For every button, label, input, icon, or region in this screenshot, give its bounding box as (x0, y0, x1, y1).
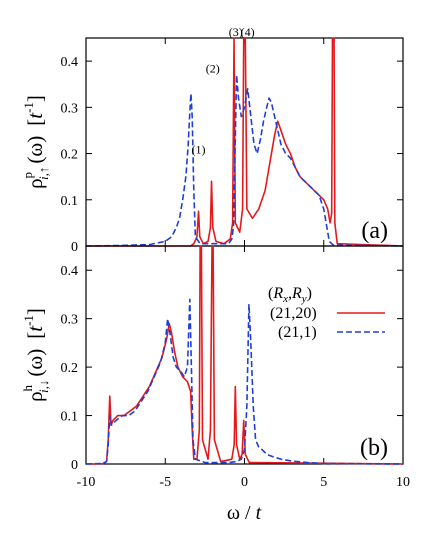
panel-b-xtick-label-2: 0 (241, 475, 248, 490)
panel-b-y-tick-labels: 0 0.1 0.2 0.3 0.4 (61, 264, 79, 473)
panel-a-ylabel-unit-t: t (23, 112, 47, 119)
panel-b-ylabel-sub: i,↓ (36, 380, 51, 393)
panel-a-ytick-label-4: 0.4 (61, 55, 79, 70)
panel-b-xtick-label-4: 10 (396, 475, 410, 490)
panel-b-series (85, 245, 404, 465)
panel-a-ytick-label-3: 0.3 (61, 101, 79, 116)
xlabel-t: t (256, 502, 262, 524)
xlabel-omega: ω (227, 502, 240, 524)
panel-a-frame (85, 37, 404, 247)
panel-a-ylabel-arg: (ω) (23, 136, 47, 164)
legend-header-x: x (282, 293, 288, 305)
legend-entry-2-label: (21,1) (278, 324, 317, 341)
legend-header-open: ( (268, 285, 273, 302)
legend-header-close: ) (307, 285, 312, 302)
legend-header-y: y (301, 293, 307, 305)
panel-b-ylabel-rho: ρ (23, 391, 47, 401)
panel-b-ylabel-unit-pow: -1 (21, 315, 36, 326)
panel-b-ytick-label-3: 0.3 (61, 313, 79, 328)
panel-a-annotation-3: (3) (229, 25, 243, 39)
panel-b-ytick-label-1: 0.1 (61, 410, 79, 425)
panel-b-ytick-label-0: 0 (71, 458, 78, 473)
legend: (Rx,Ry) (21,20) (21,1) (268, 285, 385, 341)
panel-b-ytick-label-4: 0.4 (61, 264, 79, 279)
panel-a-annotation-2: (2) (206, 62, 220, 76)
panel-b-series-red-solid (86, 245, 404, 465)
panel-a-ylabel-unit-close: ] (23, 95, 47, 102)
legend-header-comma: , (288, 285, 292, 302)
panel-a-ylabel-sub: i,↑ (36, 167, 51, 180)
panel-b-ytick-label-2: 0.2 (61, 361, 79, 376)
panel-b-xtick-label-0: -10 (77, 475, 96, 490)
panel-a: 0 0.1 0.2 0.3 0.4 (1) (2) (3)(4) (a) ρpi,↑ (ω) [… (20, 25, 404, 255)
panel-b-tag: (b) (360, 435, 388, 461)
panel-b-ylabel-unit-t: t (23, 325, 47, 332)
xlabel-slash: / (240, 502, 256, 524)
panel-b-ylabel-arg: (ω) (23, 349, 47, 377)
legend-header-R1: R (272, 285, 283, 302)
panel-b-x-tick-labels: -10 -5 0 5 10 (77, 475, 410, 490)
panel-b: 00.10.20.30.4 -10 -5 0 5 10 (b) ρhi,↓(ω)[t-1… (20, 245, 410, 524)
panel-a-annotations: (1) (2) (3)(4) (192, 25, 255, 157)
panel-b-ylabel-unit-open: [ (23, 332, 47, 339)
x-axis-label: ω / t (227, 502, 262, 524)
panel-a-ylabel-unit-pow: -1 (21, 102, 36, 113)
panel-b-series-blue-dashed (85, 298, 404, 465)
panel-b-xtick-label-1: -5 (159, 475, 171, 490)
panel-a-annotation-4: (4) (241, 25, 255, 39)
panel-a-ytick-label-2: 0.2 (61, 148, 79, 163)
panel-a-ylabel-sup: p (20, 172, 35, 179)
legend-entry-1-label: (21,20) (270, 305, 317, 322)
legend-header-R2: R (291, 285, 302, 302)
panel-b-y-axis-label: ρhi,↓ (ω) [t-1] (20, 308, 51, 402)
panel-a-tag: (a) (361, 218, 388, 244)
panel-a-y-axis-label: ρpi,↑ (ω) [t-1] (20, 95, 51, 189)
panel-a-ytick-label-1: 0.1 (61, 194, 79, 209)
panel-a-annotation-1: (1) (192, 143, 206, 157)
panel-b-ylabel-sup: h (20, 384, 35, 391)
panel-a-ylabel-rho: ρ (23, 178, 47, 188)
legend-header: (Rx,Ry) (268, 285, 312, 305)
panel-a-ticks (85, 38, 404, 247)
panel-a-series-blue-dashed (85, 74, 404, 247)
panel-a-series-red-solid (86, 37, 404, 247)
panel-a-series (85, 37, 404, 247)
panel-a-ytick-label-0: 0 (71, 240, 78, 255)
panel-a-y-tick-labels: 0 0.1 0.2 0.3 0.4 (61, 55, 79, 255)
panel-b-ylabel-unit-close: ] (23, 308, 47, 315)
panel-b-xtick-label-3: 5 (320, 475, 327, 490)
panel-a-ylabel-unit-open: [ (23, 119, 47, 126)
